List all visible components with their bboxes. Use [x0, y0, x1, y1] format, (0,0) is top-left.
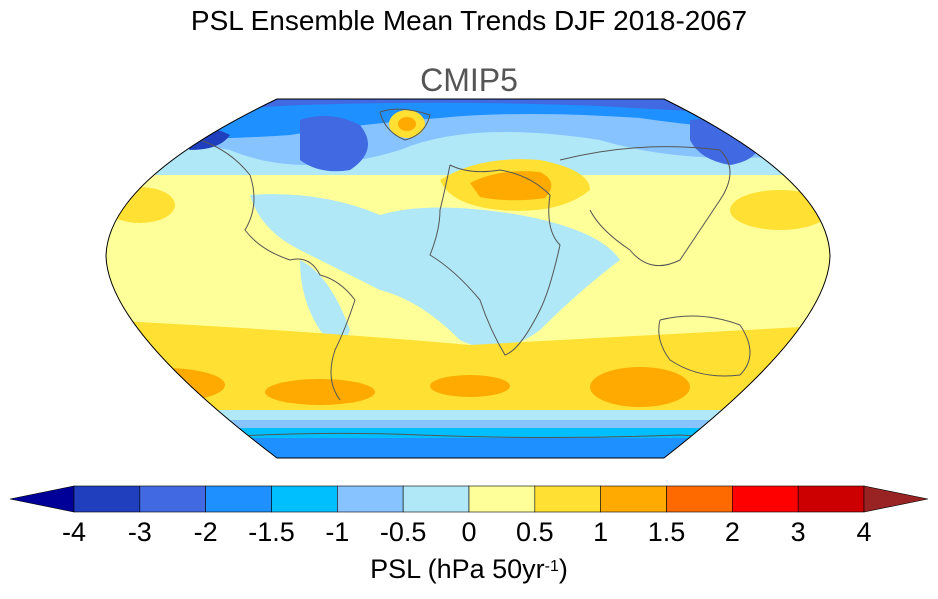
southern-high-4: [590, 367, 690, 407]
colorbar-tick-label: 3: [790, 517, 806, 547]
colorbar-box: [797, 485, 865, 513]
arctic-low-canada: [300, 116, 368, 172]
colorbar-title: PSL (hPa 50yr-1): [0, 553, 938, 585]
colorbar-tick-label: 1.5: [647, 517, 686, 547]
greenland-high-2: [398, 117, 416, 131]
figure-title: PSL Ensemble Mean Trends DJF 2018-2067: [190, 5, 748, 36]
colorbar-title-sup: -1: [544, 558, 559, 575]
colorbar-box: [73, 485, 141, 513]
colorbar-tick-label: 1: [593, 517, 609, 547]
globe-outline: [105, 98, 831, 459]
southern-high-3: [430, 375, 510, 397]
colorbar-box: [139, 485, 206, 513]
antarctic-band-4: [106, 438, 830, 458]
colorbar-tick-label: -3: [127, 517, 152, 547]
coast-greenland: [379, 108, 431, 141]
colorbar-tick-label: -4: [61, 517, 86, 547]
tropical-negative: [250, 194, 620, 348]
mideast-high-2: [470, 171, 552, 201]
colorbar-tick-label: 4: [856, 517, 872, 547]
coast-americas: [199, 139, 356, 401]
colorbar-box: [534, 485, 601, 513]
npac-high-east: [730, 190, 830, 230]
coast-australia: [658, 315, 751, 377]
southern-high-2: [265, 379, 375, 405]
colorbar-triangle-min: [9, 485, 75, 513]
colorbar-box: [600, 485, 667, 513]
colorbar-box: [205, 485, 272, 513]
arctic-band-4: [106, 99, 830, 120]
colorbar-tick-label: -1: [325, 517, 350, 547]
colorbar-tick-label: 0: [461, 517, 477, 547]
colorbar-tick-label: 0.5: [516, 517, 554, 547]
coast-asia: [559, 146, 731, 267]
colorbar-title-main: PSL (hPa 50yr: [370, 554, 545, 584]
colorbar-boxes: [9, 485, 929, 513]
colorbar-box: [666, 485, 733, 513]
colorbar-tick-label: -1.5: [248, 517, 295, 547]
colorbar-box: [271, 485, 338, 513]
colorbar-box: [337, 485, 404, 513]
coast-africa-europe: [429, 164, 561, 356]
colorbar-box: [402, 485, 470, 513]
colorbar-title-end: ): [558, 554, 568, 584]
colorbar-tick-label: -2: [193, 517, 218, 547]
colorbar-tick-label: -0.5: [379, 517, 427, 547]
colorbar-triangle-max: [863, 485, 929, 513]
colorbar-tick-label: 2: [724, 517, 740, 547]
panel-subtitle: CMIP5: [420, 62, 518, 98]
colorbar-box: [732, 485, 799, 513]
samerica-negative: [300, 260, 350, 343]
colorbar-box: [468, 485, 536, 513]
